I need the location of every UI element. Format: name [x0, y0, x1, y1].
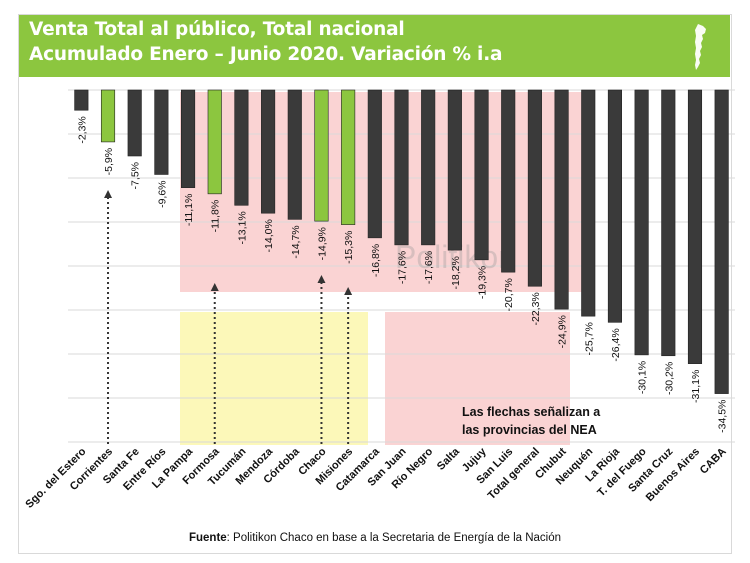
- highlight-region-yellow: [180, 312, 368, 445]
- bar-5: [207, 89, 222, 195]
- value-label: -5,9%: [103, 148, 115, 175]
- category-label: Salta: [435, 445, 463, 473]
- bar-10: [341, 89, 356, 225]
- value-label: -15,3%: [343, 231, 355, 264]
- value-label: -34,5%: [717, 400, 729, 433]
- highlight-region-red-bottom: [385, 312, 570, 445]
- source-label: Fuente: [188, 532, 227, 544]
- nea-annotation-line: las provincias del NEA: [462, 423, 597, 437]
- value-label: -14,0%: [263, 219, 275, 252]
- value-label: -25,7%: [583, 322, 595, 355]
- value-label: -17,6%: [423, 251, 435, 284]
- bar-15: [474, 89, 489, 261]
- value-label: -13,1%: [236, 211, 248, 244]
- value-label: -19,3%: [477, 266, 489, 299]
- value-label: -9,6%: [156, 180, 168, 207]
- value-label: -20,7%: [503, 278, 515, 311]
- value-label: -18,2%: [450, 256, 462, 289]
- value-label: -14,9%: [316, 227, 328, 260]
- category-label: CABA: [698, 446, 729, 477]
- value-label: -7,5%: [130, 162, 142, 189]
- bar-19: [581, 89, 596, 317]
- value-label: -2,3%: [76, 116, 88, 143]
- bar-7: [261, 89, 276, 214]
- value-label: -11,1%: [183, 194, 195, 227]
- value-label: -22,3%: [530, 292, 542, 325]
- chart-title-line-1: Venta Total al público, Total nacional: [29, 19, 405, 40]
- argentina-map-icon: [695, 24, 706, 70]
- bar-9: [314, 89, 329, 222]
- bar-13: [421, 89, 436, 246]
- bar-24: [714, 89, 729, 394]
- bar-21: [634, 89, 649, 356]
- source-note: Fuente: Politikon Chaco en base a la Sec…: [0, 532, 750, 544]
- chart-header: Venta Total al público, Total nacional A…: [19, 15, 730, 77]
- value-label: -11,8%: [210, 200, 222, 233]
- value-label: -30,2%: [663, 362, 675, 395]
- value-label: -14,7%: [290, 225, 302, 258]
- nea-arrow-head: [210, 283, 219, 291]
- bar-22: [661, 89, 676, 357]
- bar-20: [607, 89, 622, 323]
- bar-1: [100, 89, 116, 143]
- bar-16: [501, 89, 516, 273]
- value-label: -31,1%: [690, 370, 702, 403]
- bar-17: [527, 89, 542, 287]
- value-label: -16,8%: [370, 244, 382, 277]
- nea-annotation-line: Las flechas señalizan a: [462, 405, 601, 419]
- bar-2: [127, 89, 142, 157]
- bar-0: [74, 89, 89, 111]
- source-text: : Politikon Chaco en base a la Secretari…: [226, 532, 562, 544]
- value-label: -26,4%: [610, 328, 622, 361]
- value-label: -30,1%: [637, 361, 649, 394]
- nea-arrow-head: [104, 190, 113, 198]
- bar-8: [287, 89, 302, 220]
- value-label: -24,9%: [557, 315, 569, 348]
- nea-arrow-head: [317, 275, 326, 283]
- nea-arrow-head: [344, 287, 353, 295]
- bar-18: [554, 89, 569, 310]
- bar-12: [394, 89, 409, 246]
- chart-title-line-2: Acumulado Enero – Junio 2020. Variación …: [29, 44, 503, 65]
- bar-11: [367, 89, 382, 239]
- bar-6: [234, 89, 249, 206]
- bar-23: [687, 89, 703, 364]
- bar-14: [447, 89, 462, 251]
- bar-4: [181, 89, 196, 188]
- value-label: -17,6%: [397, 251, 409, 284]
- bar-3: [154, 89, 169, 175]
